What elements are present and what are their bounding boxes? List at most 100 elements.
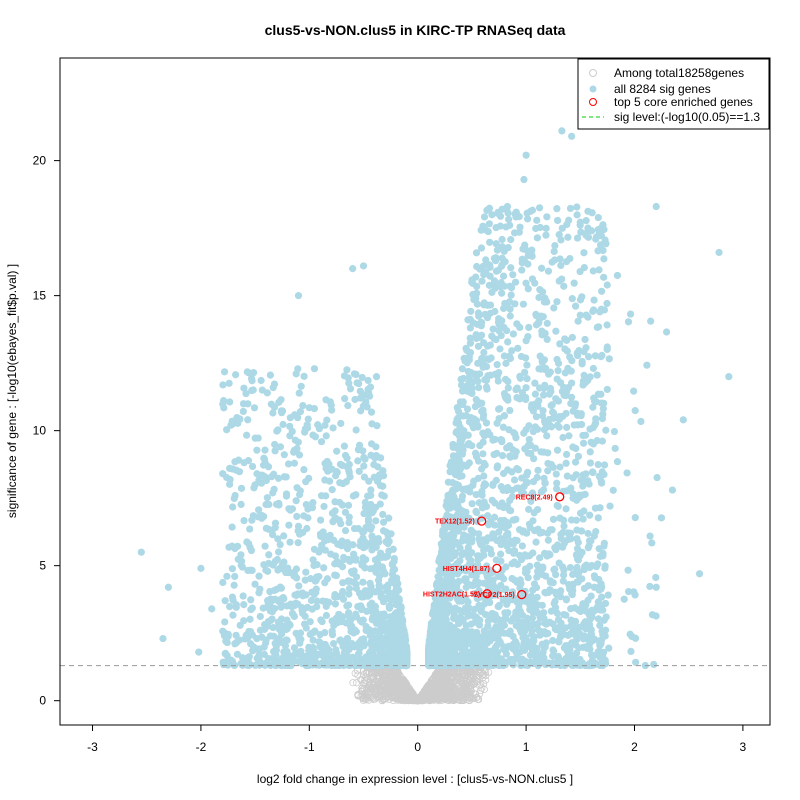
gene-point-sig [624, 587, 633, 596]
gene-point-sig [584, 233, 593, 241]
gene-point-sig [221, 618, 229, 626]
gene-point-sig [572, 444, 580, 453]
gene-point-sig [482, 419, 491, 427]
gene-point-sig [360, 510, 368, 518]
gene-point-nonsig [453, 696, 461, 704]
gene-point-sig [510, 476, 519, 484]
gene-point-sig [479, 222, 487, 230]
gene-point-sig [468, 538, 476, 546]
gene-point-nonsig [447, 678, 455, 686]
gene-point-sig [562, 655, 570, 664]
gene-point-nonsig [378, 671, 386, 679]
gene-point-sig [624, 566, 632, 574]
gene-point-sig [536, 352, 544, 360]
gene-point-sig [469, 631, 477, 639]
gene-point-sig [577, 420, 586, 429]
gene-point-sig [493, 361, 501, 369]
gene-point-sig [497, 557, 505, 565]
gene-point-sig [503, 393, 511, 401]
gene-point-sig [562, 611, 570, 619]
gene-point-sig [486, 238, 494, 246]
gene-point-sig [468, 500, 476, 508]
gene-point-sig [474, 342, 483, 350]
gene-point-nonsig [440, 685, 448, 693]
gene-point-sig [502, 563, 510, 571]
gene-point-sig [434, 615, 443, 623]
gene-point-sig [535, 563, 543, 572]
gene-point-sig [481, 610, 490, 619]
gene-point-sig [458, 492, 467, 500]
gene-point-sig [522, 426, 530, 434]
gene-point-nonsig [472, 694, 480, 702]
gene-point-sig [519, 633, 527, 642]
gene-point-sig [555, 559, 563, 567]
gene-point-sig [468, 276, 476, 284]
gene-point-sig [549, 515, 558, 523]
gene-point-sig [525, 323, 533, 332]
gene-point-sig [600, 255, 608, 263]
gene-point-sig [304, 415, 312, 423]
gene-point-sig [650, 660, 658, 669]
gene-point-sig [540, 448, 548, 456]
gene-point-sig [523, 209, 531, 217]
gene-point-sig [478, 407, 486, 415]
gene-point-sig [475, 384, 483, 392]
gene-point-sig [433, 579, 441, 587]
gene-point-sig [461, 635, 469, 643]
gene-point-sig [538, 570, 546, 579]
gene-point-sig [548, 401, 556, 409]
gene-point-sig [598, 437, 606, 445]
gene-point-sig [598, 583, 606, 591]
gene-point-sig [600, 542, 608, 550]
gene-point-sig [648, 611, 657, 619]
gene-point-sig [499, 272, 508, 280]
gene-point-sig [501, 524, 509, 532]
gene-point-sig [524, 251, 532, 260]
gene-point-sig [507, 236, 515, 244]
gene-point-sig [576, 311, 584, 319]
gene-point-sig [541, 588, 549, 597]
gene-point-sig [596, 504, 604, 512]
gene-point-sig [514, 484, 522, 492]
gene-point-sig [473, 320, 481, 328]
gene-point-sig [627, 647, 635, 655]
gene-point-sig [500, 247, 508, 255]
gene-point-sig [574, 452, 583, 460]
gene-point-sig [522, 279, 530, 287]
gene-point-sig [546, 526, 554, 534]
gene-point-nonsig [362, 677, 370, 685]
gene-point-sig [576, 218, 584, 226]
gene-point-sig [464, 598, 472, 606]
gene-point-nonsig [475, 695, 483, 704]
gene-point-sig [490, 254, 499, 262]
gene-point-sig [498, 436, 506, 444]
gene-point-sig [376, 500, 384, 508]
gene-point-sig [543, 552, 551, 560]
gene-point-sig [626, 310, 635, 318]
gene-point-sig [286, 422, 294, 431]
gene-point-nonsig [448, 696, 456, 704]
gene-point-sig [578, 491, 586, 499]
gene-point-sig [531, 444, 539, 452]
gene-point-sig [470, 415, 478, 423]
gene-point-sig [239, 592, 247, 600]
gene-point-sig [565, 432, 573, 440]
gene-point-sig [652, 573, 660, 582]
gene-point-nonsig [393, 684, 401, 692]
gene-point-nonsig [378, 679, 386, 687]
gene-point-sig [598, 479, 606, 487]
gene-point-sig [588, 209, 596, 217]
gene-point-sig [553, 446, 562, 454]
gene-point-nonsig [467, 671, 476, 679]
gene-point-sig [602, 426, 610, 434]
gene-point-sig [480, 546, 488, 554]
gene-point-sig [454, 483, 462, 491]
gene-point-sig [451, 604, 460, 612]
gene-point-sig [466, 611, 474, 619]
gene-point-sig [586, 459, 595, 467]
gene-point-sig [445, 579, 454, 587]
gene-point-sig [523, 478, 532, 487]
gene-point-nonsig [414, 696, 422, 705]
gene-point-sig [530, 509, 538, 517]
gene-point-sig [586, 448, 594, 456]
